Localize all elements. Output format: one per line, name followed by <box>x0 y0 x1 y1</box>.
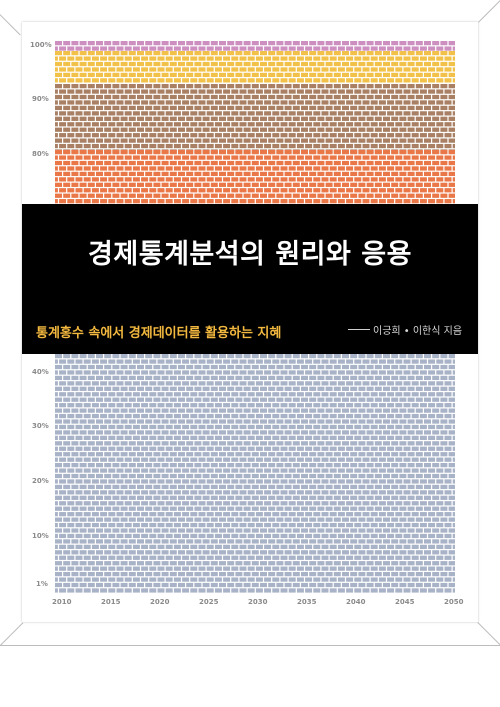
x-label-2025: 2025 <box>199 598 219 606</box>
y-label-90: 90% <box>32 95 49 103</box>
book-title: 경제통계분석의 원리와 응용 <box>88 239 412 270</box>
y-label-80: 80% <box>32 150 49 158</box>
frame-bottom-line <box>0 645 500 646</box>
book-authors: 이긍희 • 이한식 지음 <box>373 326 463 337</box>
gray-brick-band <box>55 354 455 593</box>
x-label-2015: 2015 <box>101 598 121 606</box>
x-label-2020: 2020 <box>150 598 170 606</box>
y-label-40: 40% <box>32 368 49 376</box>
y-label-10: 10% <box>32 532 49 540</box>
brown-brick-band <box>55 84 455 154</box>
stacked-brick-chart <box>55 41 455 593</box>
frame-diagonal-bottom-right <box>477 622 500 646</box>
y-label-30: 30% <box>32 422 49 430</box>
yellow-brick-band <box>55 51 455 83</box>
frame-diagonal-top-right <box>478 0 500 23</box>
x-label-2040: 2040 <box>346 598 366 606</box>
author-dash <box>348 329 370 330</box>
x-label-2030: 2030 <box>248 598 268 606</box>
y-label-1: 1% <box>36 580 48 588</box>
y-label-100: 100% <box>30 41 52 49</box>
title-band: 경제통계분석의 원리와 응용 통계홍수 속에서 경제데이터를 활용하는 지혜 이… <box>22 204 478 354</box>
y-label-20: 20% <box>32 477 49 485</box>
book-cover: 경제통계분석의 원리와 응용 통계홍수 속에서 경제데이터를 활용하는 지혜 이… <box>22 22 478 622</box>
x-label-2010: 2010 <box>52 598 72 606</box>
x-label-2045: 2045 <box>395 598 415 606</box>
x-label-2050: 2050 <box>444 598 464 606</box>
frame-diagonal-bottom-left <box>0 622 24 646</box>
x-label-2035: 2035 <box>297 598 317 606</box>
orange-brick-band <box>55 150 455 204</box>
pink-brick-band <box>55 41 455 51</box>
book-subtitle: 통계홍수 속에서 경제데이터를 활용하는 지혜 <box>36 326 282 341</box>
frame-diagonal-top-left <box>0 12 21 36</box>
